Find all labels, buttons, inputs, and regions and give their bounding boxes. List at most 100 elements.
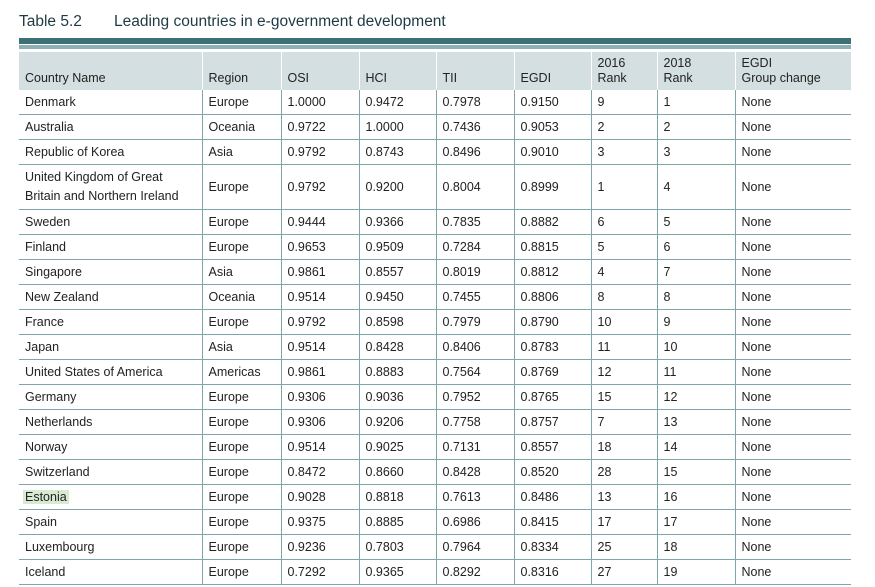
cell-rank-2016: 10 [590,309,657,335]
table-row: Netherlands Europe 0.9306 0.9206 0.7758 0.875… [19,409,851,435]
cell-group-change: None [734,559,851,585]
cell-hci: 0.9366 [358,209,436,235]
cell-group-change: None [734,359,851,385]
cell-rank-2018: 18 [656,534,735,560]
cell-egdi: 0.8520 [513,459,591,485]
cell-rank-2016: 2 [590,114,657,140]
cell-tii: 0.7964 [435,534,514,560]
cell-group-change: None [734,209,851,235]
cell-hci: 0.8428 [358,334,436,360]
cell-country: Australia [19,114,202,140]
cell-egdi: 0.9053 [513,114,591,140]
cell-group-change: None [734,114,851,140]
cell-group-change: None [734,459,851,485]
cell-rank-2016: 28 [590,459,657,485]
cell-group-change: None [734,509,851,535]
rank-2016-year: 2016 [597,56,626,70]
cell-region: Oceania [201,114,281,140]
cell-osi: 0.9722 [280,114,359,140]
cell-country: Japan [19,334,202,360]
cell-rank-2016: 5 [590,234,657,260]
cell-rank-2016: 13 [590,484,657,510]
cell-group-change: None [734,284,851,310]
table-row: Republic of Korea Asia 0.9792 0.8743 0.8496 0… [19,139,851,165]
cell-group-change: None [734,164,851,210]
cell-rank-2016: 11 [590,334,657,360]
cell-osi: 0.7292 [280,559,359,585]
table-row: New Zealand Oceania 0.9514 0.9450 0.7455 0.88… [19,284,851,310]
cell-rank-2018: 2 [656,114,735,140]
cell-osi: 0.9861 [280,359,359,385]
col-header-hci: HCI [358,52,436,90]
table-row: Luxembourg Europe 0.9236 0.7803 0.7964 0.8334… [19,534,851,560]
cell-region: Asia [201,259,281,285]
egov-ranking-table: Country Name Region OSI HCI TII EGDI 201… [19,52,851,585]
cell-country: Luxembourg [19,534,202,560]
cell-hci: 0.9200 [358,164,436,210]
cell-osi: 0.9306 [280,384,359,410]
cell-osi: 0.8472 [280,459,359,485]
cell-egdi: 0.8790 [513,309,591,335]
cell-hci: 0.8598 [358,309,436,335]
cell-tii: 0.7952 [435,384,514,410]
cell-rank-2018: 19 [656,559,735,585]
cell-group-change: None [734,234,851,260]
cell-region: Europe [201,534,281,560]
cell-region: Oceania [201,284,281,310]
cell-rank-2016: 27 [590,559,657,585]
cell-region: Europe [201,209,281,235]
cell-tii: 0.8292 [435,559,514,585]
cell-osi: 0.9375 [280,509,359,535]
cell-osi: 0.9792 [280,139,359,165]
header-row: Country Name Region OSI HCI TII EGDI 201… [19,52,851,90]
cell-egdi: 0.8486 [513,484,591,510]
cell-group-change: None [734,409,851,435]
cell-group-change: None [734,139,851,165]
cell-country: Switzerland [19,459,202,485]
table-row: United States of America Americas 0.9861 0.… [19,359,851,385]
cell-region: Europe [201,309,281,335]
cell-country: Germany [19,384,202,410]
cell-rank-2018: 9 [656,309,735,335]
cell-rank-2018: 14 [656,434,735,460]
cell-group-change: None [734,384,851,410]
cell-rank-2018: 10 [656,334,735,360]
cell-country: Norway [19,434,202,460]
cell-rank-2016: 4 [590,259,657,285]
cell-country: Denmark [19,90,202,115]
cell-hci: 0.9025 [358,434,436,460]
cell-rank-2016: 18 [590,434,657,460]
cell-osi: 0.9514 [280,434,359,460]
cell-rank-2016: 15 [590,384,657,410]
cell-hci: 0.8818 [358,484,436,510]
cell-egdi: 0.8812 [513,259,591,285]
cell-hci: 0.8883 [358,359,436,385]
table-row: Finland Europe 0.9653 0.9509 0.7284 0.8815 5 6 N… [19,234,851,260]
cell-tii: 0.8406 [435,334,514,360]
cell-egdi: 0.8757 [513,409,591,435]
cell-country: France [19,309,202,335]
cell-tii: 0.7978 [435,90,514,115]
cell-rank-2018: 3 [656,139,735,165]
cell-rank-2016: 7 [590,409,657,435]
cell-region: Europe [201,90,281,115]
cell-group-change: None [734,259,851,285]
cell-region: Europe [201,384,281,410]
cell-egdi: 0.8783 [513,334,591,360]
cell-egdi: 0.8815 [513,234,591,260]
cell-osi: 0.9792 [280,164,359,210]
col-header-rank-2016: 2016 Rank [590,52,657,90]
rank-2018-label: Rank [663,71,693,85]
cell-osi: 0.9028 [280,484,359,510]
cell-rank-2016: 12 [590,359,657,385]
cell-region: Europe [201,459,281,485]
group-change-line1: EGDI [741,56,773,70]
cell-rank-2018: 5 [656,209,735,235]
cell-egdi: 0.8882 [513,209,591,235]
table-row: Japan Asia 0.9514 0.8428 0.8406 0.8783 11 10 Non… [19,334,851,360]
cell-hci: 0.8660 [358,459,436,485]
highlighted-country-name: Estonia [23,490,69,504]
table-row: France Europe 0.9792 0.8598 0.7979 0.8790 10 9 N… [19,309,851,335]
table-row: Singapore Asia 0.9861 0.8557 0.8019 0.8812 4 7 N… [19,259,851,285]
cell-egdi: 0.9150 [513,90,591,115]
